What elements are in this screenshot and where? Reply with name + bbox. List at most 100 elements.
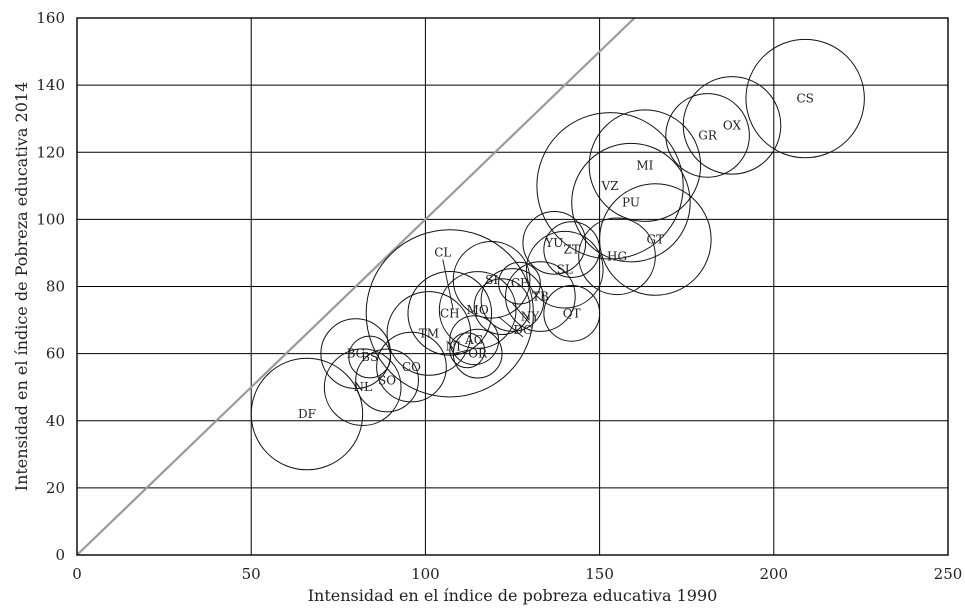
y-axis-ticks: 0 20 40 60 80 100 120 140 160 (36, 9, 65, 564)
callout-leader (512, 302, 531, 324)
bubble-cp: CP (498, 261, 541, 305)
callout-leader (453, 349, 468, 355)
bubble-bs: BS (348, 335, 392, 379)
x-axis-label: Intensidad en el índice de pobreza educa… (308, 586, 718, 605)
callout-cl: CL (434, 246, 454, 311)
bubble-label: SI (485, 273, 498, 287)
x-tick-label: 150 (585, 565, 614, 583)
bubble-qt: QT (543, 284, 601, 342)
bubble-circle (376, 331, 447, 403)
bubble-tb: TB (505, 261, 576, 332)
bubble-label: BS (361, 350, 378, 364)
bubble-zt: ZT (543, 221, 601, 278)
bubble-ox: OX (682, 76, 782, 175)
callout-ny: NY (512, 302, 541, 324)
bubble-label: AG (464, 333, 483, 347)
y-tick-label: 80 (46, 278, 65, 296)
callout-label: DG (513, 323, 532, 337)
bubble-circle (505, 261, 576, 332)
bubble-co: CO (376, 331, 447, 403)
bubble-so: SO (355, 348, 419, 413)
bubble-mi: MI (588, 109, 702, 222)
bubble-label: CO (402, 360, 421, 374)
bubble-ni (449, 332, 486, 369)
y-tick-label: 60 (46, 345, 65, 363)
grid (77, 18, 948, 555)
bubble-gt: GT (599, 183, 712, 296)
bubble-circle (543, 221, 601, 278)
bubble-mo: MO (438, 271, 517, 349)
bubble-circle (525, 230, 604, 309)
bubble-label: YU (544, 236, 563, 250)
bubble-label: VZ (601, 179, 619, 193)
bubble-label: GR (698, 128, 718, 142)
callout-ni: NI (446, 340, 468, 355)
bubble-yu: YU (522, 211, 587, 275)
bubble-ny (480, 268, 545, 332)
bubble-circle (665, 93, 750, 178)
callout-leader (498, 316, 524, 338)
bubble-ch: CH (407, 271, 493, 356)
y-tick-label: 20 (46, 479, 65, 497)
bubble-circle (543, 284, 601, 342)
x-axis-ticks: 0 50 100 150 200 250 (72, 565, 962, 583)
plot-frame (76, 17, 949, 556)
bubble-label: CS (796, 92, 813, 106)
bubble-circle (323, 348, 402, 427)
bubble-label: SO (378, 373, 396, 387)
bubble-circle (407, 271, 493, 356)
bubble-label: CH (440, 306, 460, 320)
bubble-label: MI (636, 159, 653, 173)
bubble-label: MO (467, 303, 489, 317)
callout-label: NI (446, 340, 462, 354)
callout-label: NY (521, 309, 541, 323)
bubble-tm: TM (386, 291, 472, 376)
bubble-circle (498, 261, 541, 305)
bubble-label: DF (298, 407, 316, 421)
x-tick-label: 200 (759, 565, 788, 583)
bubble-circle (473, 278, 531, 336)
bubble-circle (250, 357, 364, 471)
y-axis-label: Intensidad en el índice de Pobreza educa… (12, 82, 31, 492)
bubble-label: TB (532, 290, 549, 304)
bubble-circle (438, 271, 517, 349)
bubble-circle (588, 109, 702, 222)
bubble-df: DF (250, 357, 364, 471)
bubble-sl: SL (525, 230, 604, 309)
y-tick-label: 160 (36, 9, 65, 27)
bubble-circle (365, 229, 534, 398)
bubble-label: ZT (564, 243, 580, 257)
bubble-circle (745, 38, 865, 159)
bubble-label: CP (511, 276, 528, 290)
y-tick-label: 120 (36, 143, 65, 161)
bubble-circle (348, 335, 392, 379)
bubble-cs: CS (745, 38, 865, 159)
bubble-vz: VZ (536, 112, 684, 260)
y-tick-label: 40 (46, 412, 65, 430)
x-tick-label: 0 (72, 565, 82, 583)
y-tick-label: 0 (55, 546, 65, 564)
bubble-gr: GR (665, 93, 750, 178)
callout-label: CL (434, 246, 451, 260)
bubble-label: OX (723, 118, 742, 132)
bubble-label: TM (419, 326, 439, 340)
bubble-label: PU (622, 196, 640, 210)
bubble-circle (449, 332, 486, 369)
bubble-label: HG (607, 249, 627, 263)
bubble-label: OR (468, 347, 488, 361)
callout-leader (442, 259, 454, 311)
bubble-dg (473, 278, 531, 336)
y-tick-label: 140 (36, 76, 65, 94)
x-tick-label: 100 (411, 565, 440, 583)
bubble-pu: PU (571, 142, 691, 263)
bubble-circle (571, 142, 691, 263)
bubble-circle (536, 112, 684, 260)
bubble-label: SL (557, 263, 573, 277)
bubble-circle (480, 268, 545, 332)
bubble-circle (599, 183, 712, 296)
reference-line-y-equals-x (76, 17, 636, 556)
bubble-label: GT (647, 233, 665, 247)
